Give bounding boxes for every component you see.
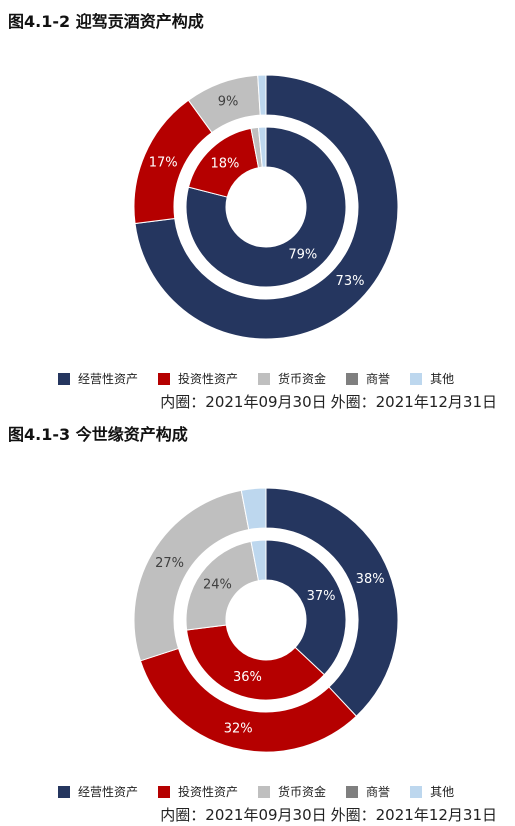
legend-swatch [58, 372, 70, 385]
legend-label: 其他 [430, 372, 455, 386]
legend-swatch [346, 372, 359, 385]
inner-ring-slice-investment-assets [186, 624, 326, 701]
legend-label: 商誉 [366, 785, 391, 799]
legend-label: 货币资金 [278, 785, 327, 799]
outer-ring-note: 外圈：2021年12月31日 [330, 806, 497, 824]
chart-title: 图4.1-3 今世缘资产构成 [8, 425, 188, 444]
legend-item-other: 其他 [410, 370, 454, 387]
inner-ring-slice-cash [185, 540, 260, 631]
legend-item-cash: 货币资金 [258, 370, 326, 387]
inner-ring-label-investment-assets: 18% [210, 156, 239, 171]
outer-ring-label-investment-assets: 32% [224, 721, 253, 736]
outer-ring-note: 外圈：2021年12月31日 [330, 393, 497, 411]
legend-item-operating-assets: 经营性资产 [58, 370, 138, 387]
donut-chart-jinshiyuan: 37% 36% 24% 38% 32% 27% [133, 487, 399, 753]
ring-date-note: 内圈：2021年09月30日 外圈：2021年12月31日 [160, 391, 497, 412]
legend-swatch [410, 372, 423, 385]
outer-ring-slice-other [240, 487, 267, 531]
legend-item-investment-assets: 投资性资产 [158, 783, 238, 800]
legend: 经营性资产 投资性资产 货币资金 商誉 其他 [58, 370, 454, 387]
inner-ring-slice-other [257, 126, 267, 168]
legend-item-goodwill: 商誉 [346, 370, 390, 387]
inner-ring-label-cash: 24% [203, 578, 232, 593]
legend-label: 投资性资产 [178, 372, 239, 386]
outer-ring-label-investment-assets: 17% [149, 156, 178, 171]
legend-swatch [158, 372, 171, 385]
inner-ring-note: 内圈：2021年09月30日 [160, 393, 327, 411]
legend-swatch [58, 785, 70, 798]
legend-item-operating-assets: 经营性资产 [58, 783, 138, 800]
legend-swatch [258, 785, 271, 798]
legend-swatch [158, 785, 171, 798]
legend-label: 商誉 [366, 372, 391, 386]
inner-ring-slice-operating-assets [265, 539, 347, 676]
legend: 经营性资产 投资性资产 货币资金 商誉 其他 [58, 783, 454, 800]
inner-ring-label-operating-assets: 79% [288, 247, 317, 262]
outer-ring-label-cash: 9% [218, 95, 239, 110]
outer-ring-slice-operating-assets [265, 487, 399, 717]
inner-ring-slice-operating-assets [185, 126, 347, 288]
chart-panel-jinshiyuan: 图4.1-3 今世缘资产构成 37% 36% 24% 38% 32% 27% 经营性资产 … [0, 413, 515, 826]
legend-label: 投资性资产 [178, 785, 239, 799]
ring-date-note: 内圈：2021年09月30日 外圈：2021年12月31日 [160, 804, 497, 825]
outer-ring-label-operating-assets: 73% [336, 274, 365, 289]
inner-ring-note: 内圈：2021年09月30日 [160, 806, 327, 824]
inner-ring-slice-other [250, 539, 267, 582]
legend-swatch [258, 372, 271, 385]
legend-item-other: 其他 [410, 783, 454, 800]
legend-label: 货币资金 [278, 372, 327, 386]
chart-title: 图4.1-2 迎驾贡酒资产构成 [8, 12, 204, 31]
legend-swatch [410, 785, 423, 798]
outer-ring-label-operating-assets: 38% [356, 572, 385, 587]
legend-label: 经营性资产 [78, 785, 139, 799]
inner-ring-label-operating-assets: 37% [307, 589, 336, 604]
inner-ring-label-investment-assets: 36% [233, 670, 262, 685]
chart-panel-yingjia: 图4.1-2 迎驾贡酒资产构成 79% 18% 73% 17% 9% 经营性资产 投资性… [8, 12, 497, 412]
donut-chart-yingjia: 79% 18% 73% 17% 9% [133, 74, 399, 340]
legend-swatch [346, 785, 359, 798]
outer-ring-slice-operating-assets [134, 74, 399, 340]
legend-label: 其他 [430, 785, 455, 799]
legend-item-investment-assets: 投资性资产 [158, 370, 238, 387]
legend-item-goodwill: 商誉 [346, 783, 390, 800]
outer-ring-label-cash: 27% [155, 556, 184, 571]
legend-item-cash: 货币资金 [258, 783, 326, 800]
legend-label: 经营性资产 [78, 372, 139, 386]
outer-ring-slice-other [257, 74, 267, 116]
